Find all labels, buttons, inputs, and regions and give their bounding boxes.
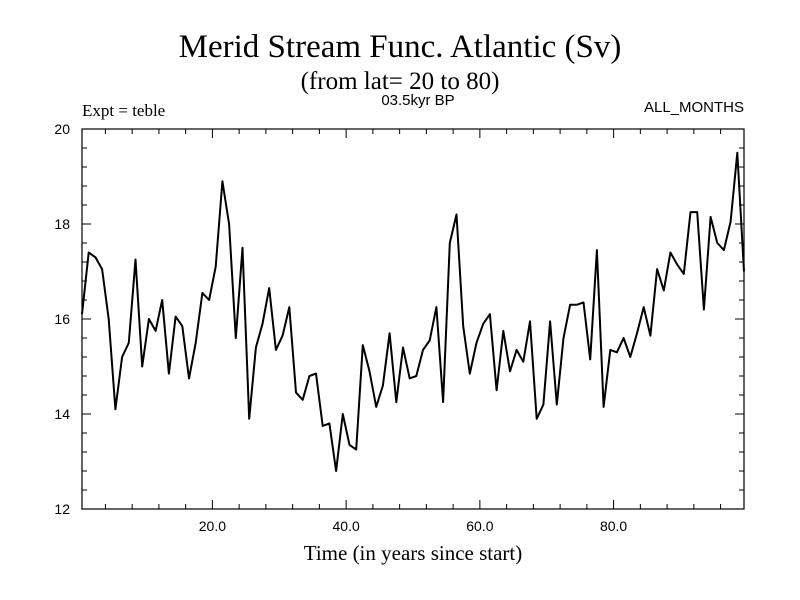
x-axis-label: Time (in years since start) xyxy=(303,541,523,565)
y-tick-label: 14 xyxy=(54,406,70,422)
x-tick-label: 80.0 xyxy=(600,518,627,534)
x-tick-label: 60.0 xyxy=(466,518,493,534)
experiment-label: Expt = teble xyxy=(82,101,166,120)
chart-title: Merid Stream Func. Atlantic (Sv) xyxy=(178,29,622,65)
y-tick-label: 20 xyxy=(54,121,70,137)
y-tick-label: 12 xyxy=(54,501,70,517)
axis-ticks xyxy=(82,129,744,509)
chart-subtitle: (from lat= 20 to 80) xyxy=(300,68,500,95)
months-label: ALL_MONTHS xyxy=(643,99,744,116)
y-tick-label: 18 xyxy=(54,216,70,232)
y-tick-label: 16 xyxy=(54,311,70,327)
series-line xyxy=(81,151,745,472)
period-label: 03.5kyr BP xyxy=(381,92,455,109)
x-tick-label: 20.0 xyxy=(199,518,226,534)
axis-tick-labels: 20.0 40.0 60.0 80.0 12 14 16 18 20 xyxy=(54,121,627,534)
x-tick-label: 40.0 xyxy=(333,518,360,534)
plot-frame xyxy=(81,128,745,510)
